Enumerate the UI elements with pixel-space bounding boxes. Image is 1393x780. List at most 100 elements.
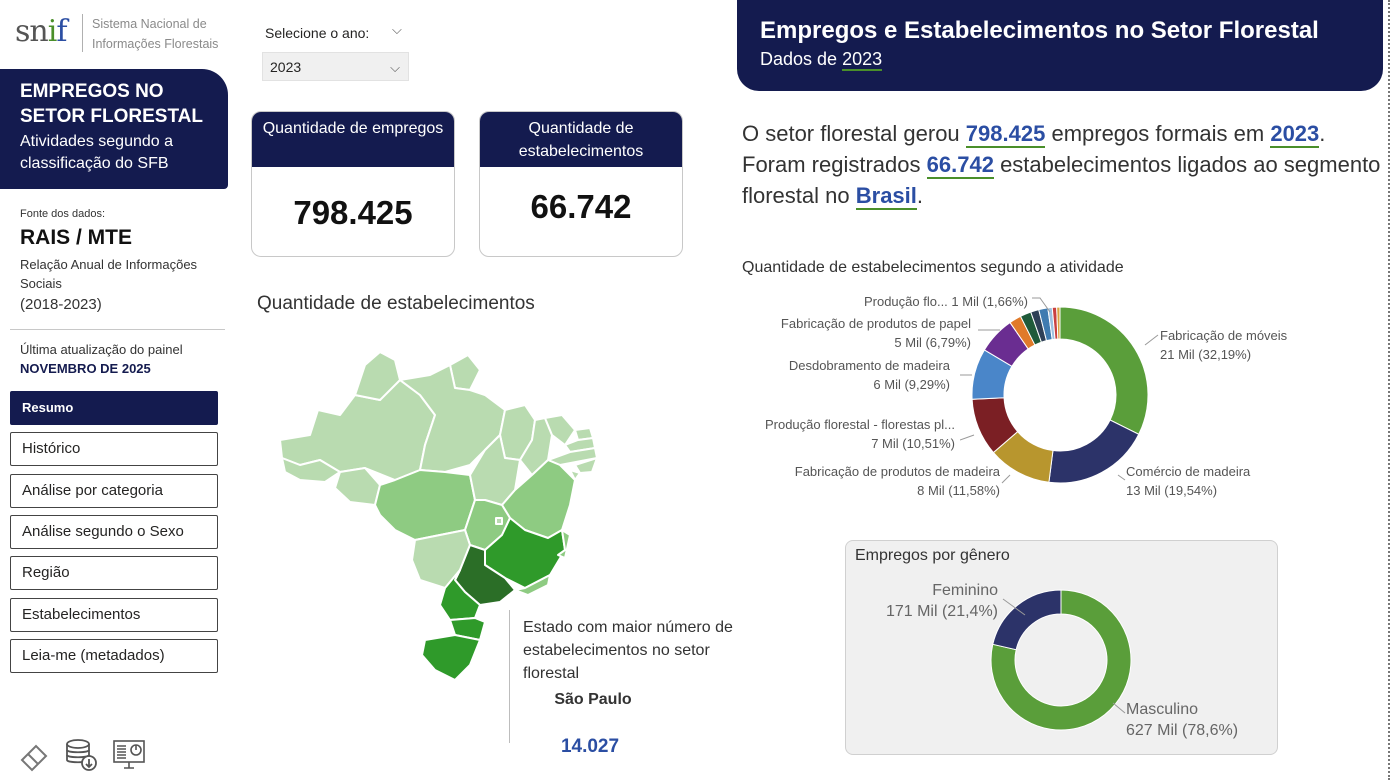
kpi-card-empregos: Quantidade de empregos 798.425: [251, 111, 455, 257]
slice-value: 627 Mil (78,6%): [1126, 722, 1239, 739]
monitor-dashboard-icon[interactable]: [112, 738, 146, 772]
donut-slice-0[interactable]: [990, 589, 1132, 731]
sidebar-title: EMPREGOS NO SETOR FLORESTAL: [20, 81, 203, 127]
slice-value: 13 Mil (19,54%): [1126, 483, 1218, 498]
map-state-pr: [439, 569, 481, 621]
gender-leader-lines: [1002, 598, 1126, 714]
banner-subtitle: Dados de 2023: [760, 49, 1383, 71]
logo-text: Sistema Nacional de Informações Floresta…: [92, 17, 219, 51]
banner-subtitle-year: 2023: [842, 49, 883, 71]
max-state-name: São Paulo: [554, 691, 632, 708]
map-state-mt: [374, 469, 476, 541]
sidebar-subtitle: Atividades segundo a classificação do SF…: [20, 133, 173, 172]
slice-label-produtos-madeira: Fabricação de produtos de madeira 8 Mil …: [740, 462, 1000, 500]
slice-name: Fabricação de produtos de papel: [780, 316, 971, 331]
database-download-icon[interactable]: [64, 738, 98, 772]
nav-estabelecimentos[interactable]: Estabelecimentos: [10, 598, 218, 632]
source-label: Fonte dos dados:: [20, 208, 106, 220]
map-state-rs: [421, 634, 481, 681]
logo-divider: [82, 14, 83, 52]
gender-label-masculino: Masculino 627 Mil (78,6%): [1126, 699, 1238, 741]
map-state-sc: [449, 617, 486, 641]
slice-name: Produção florestal - florestas pl...: [764, 417, 955, 432]
source-description: Relação Anual de Informações Sociais: [20, 257, 198, 291]
gender-chart-title: Empregos por gênero: [855, 547, 1010, 564]
kpi-card-estabelecimentos: Quantidade de estabelecimentos 66.742: [479, 111, 683, 257]
slice-name: Comércio de madeira: [1126, 464, 1251, 479]
gender-label-feminino: Feminino 171 Mil (21,4%): [878, 580, 998, 622]
kpi-value: 798.425: [293, 194, 413, 231]
summary-part: estabelecimentos ligados ao segmento flo…: [742, 152, 1381, 208]
brazil-map[interactable]: [270, 340, 620, 685]
sidebar-title-card: EMPREGOS NO SETOR FLORESTAL Atividades s…: [0, 69, 228, 189]
summary-place: Brasil: [855, 183, 917, 210]
page-edge-divider: [1388, 0, 1390, 780]
map-state-es: [557, 529, 571, 559]
slice-value: 171 Mil (21,4%): [885, 603, 998, 620]
slice-label-desdobramento: Desdobramento de madeira 6 Mil (9,29%): [700, 356, 950, 394]
chevron-down-icon: ⌵: [390, 60, 400, 75]
nav-analise-categoria[interactable]: Análise por categoria: [10, 474, 218, 508]
slice-name: Fabricação de móveis: [1160, 328, 1288, 343]
source-period: (2018-2023): [20, 296, 102, 313]
slice-name: Desdobramento de madeira: [788, 358, 950, 373]
slice-value: 6 Mil (9,29%): [873, 377, 950, 392]
map-state-pi: [519, 417, 553, 476]
donut-slice-1[interactable]: [992, 589, 1062, 651]
kpi-value: 66.742: [530, 188, 632, 225]
summary-part: Foram registrados: [742, 152, 921, 177]
nav-resumo[interactable]: Resumo: [10, 391, 218, 425]
nav-analise-sexo[interactable]: Análise segundo o Sexo: [10, 515, 218, 549]
summary-jobs: 798.425: [965, 121, 1046, 148]
summary-text: O setor florestal gerou 798.425 empregos…: [742, 121, 1381, 210]
slice-name: Produção flo...: [863, 294, 948, 309]
slice-label-comercio: Comércio de madeira 13 Mil (19,54%): [1126, 462, 1250, 500]
map-state-ac: [281, 457, 341, 483]
summary-estab: 66.742: [926, 152, 994, 179]
kpi-label: Quantidade de empregos: [252, 112, 454, 167]
summary-part: O setor florestal gerou: [742, 121, 960, 146]
kpi-label: Quantidade de estabelecimentos: [480, 112, 682, 167]
slice-value: 21 Mil (32,19%): [1160, 347, 1252, 362]
chevron-down-icon[interactable]: ⌵: [392, 22, 402, 37]
year-select[interactable]: 2023 ⌵: [262, 52, 409, 81]
year-select-value: 2023: [270, 59, 302, 75]
update-label: Última atualização do painel: [20, 342, 183, 357]
activity-leader-lines: [960, 297, 1159, 484]
donut-slice-12[interactable]: [1056, 306, 1061, 340]
header-banner: Empregos e Estabelecimentos no Setor Flo…: [737, 0, 1383, 91]
update-value: NOVEMBRO DE 2025: [20, 361, 151, 376]
gender-donut-chart[interactable]: [988, 587, 1134, 733]
slice-value: 5 Mil (6,79%): [894, 335, 971, 350]
map-state-se: [569, 469, 581, 481]
slice-value: 7 Mil (10,51%): [871, 436, 955, 451]
slice-label-producao-flo: Produção flo... 1 Mil (1,66%): [780, 292, 1028, 311]
summary-part: empregos formais em: [1051, 121, 1265, 146]
slice-label-moveis: Fabricação de móveis 21 Mil (32,19%): [1160, 326, 1287, 364]
slice-name: Masculino: [1126, 701, 1199, 718]
nav-historico[interactable]: Histórico: [10, 432, 218, 466]
summary-year: 2023: [1270, 121, 1320, 148]
map-state-rj: [514, 574, 551, 596]
eraser-icon[interactable]: [18, 738, 52, 772]
slice-label-producao-florestal: Produção florestal - florestas pl... 7 M…: [700, 415, 955, 453]
activity-donut-chart[interactable]: [970, 305, 1150, 485]
map-state-df: [495, 517, 503, 525]
slice-name: Feminino: [932, 582, 998, 599]
banner-subtitle-prefix: Dados de: [760, 49, 838, 69]
activity-chart-title: Quantidade de estabelecimentos segundo a…: [742, 259, 1124, 276]
max-state-value: 14.027: [560, 736, 620, 757]
year-select-label: Selecione o ano:: [265, 25, 370, 41]
map-state-al: [574, 457, 598, 474]
slice-label-papel: Fabricação de produtos de papel 5 Mil (6…: [700, 314, 971, 352]
slice-value: 1 Mil (1,66%): [951, 294, 1028, 309]
max-state-label: Estado com maior número de estabelecimen…: [523, 619, 733, 682]
map-state-ce: [544, 414, 576, 446]
source-name: RAIS / MTE: [20, 226, 133, 249]
snif-logo: snif: [15, 14, 67, 49]
nav-leia-me[interactable]: Leia-me (metadados): [10, 639, 218, 673]
nav-regiao[interactable]: Região: [10, 556, 218, 590]
sidebar-divider: [10, 329, 225, 330]
banner-title: Empregos e Estabelecimentos no Setor Flo…: [760, 17, 1319, 44]
slice-value: 8 Mil (11,58%): [917, 483, 1000, 498]
